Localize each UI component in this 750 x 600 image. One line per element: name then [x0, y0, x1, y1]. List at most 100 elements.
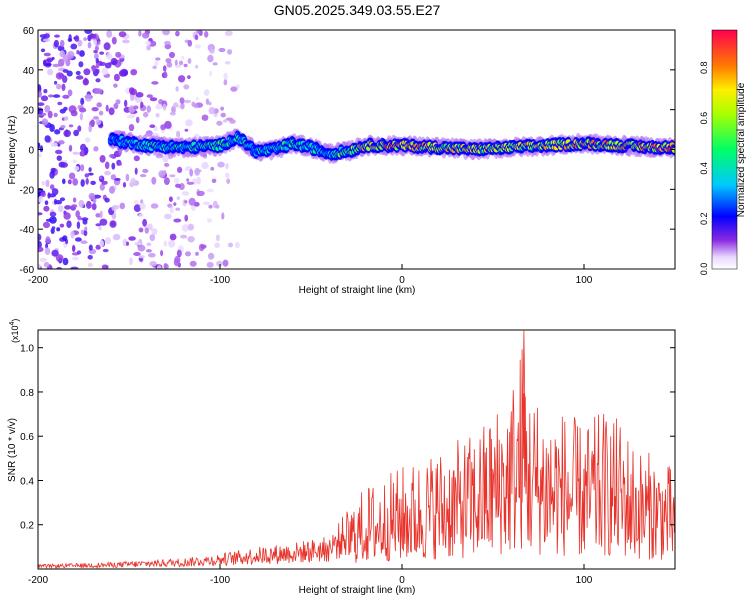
- heatmap-noise-cell: [140, 101, 144, 109]
- heatmap-noise-cell: [133, 252, 141, 256]
- heatmap-noise-cell: [113, 73, 120, 82]
- heatmap-noise-cell: [96, 102, 102, 108]
- heatmap-noise-cell: [42, 38, 51, 42]
- snr-x-tick-label: -100: [210, 575, 230, 586]
- heatmap-noise-cell: [215, 234, 220, 242]
- heatmap-noise-cell: [87, 254, 93, 260]
- heatmap-noise-cell: [55, 254, 64, 263]
- heatmap-noise-cell: [175, 207, 181, 211]
- heatmap-noise-cell: [208, 106, 216, 115]
- heatmap-noise-cell: [209, 70, 213, 77]
- heatmap-noise-cell: [146, 45, 152, 51]
- heatmap-noise-cell: [162, 65, 167, 72]
- heatmap-noise-cell: [72, 197, 77, 203]
- heatmap-noise-cell: [70, 204, 78, 208]
- heatmap-noise-cell: [80, 97, 85, 105]
- spectrogram-y-tick-label: 60: [23, 26, 35, 37]
- heatmap-noise-cell: [194, 44, 201, 49]
- heatmap-noise-cell: [194, 34, 199, 41]
- heatmap-noise-cell: [200, 244, 207, 249]
- heatmap-noise-cell: [43, 52, 51, 57]
- heatmap-noise-cell: [94, 53, 99, 60]
- heatmap-noise-cell: [151, 176, 157, 185]
- heatmap-noise-cell: [169, 206, 174, 214]
- heatmap-noise-cell: [77, 39, 83, 47]
- heatmap-noise-cell: [62, 257, 69, 266]
- heatmap-noise-cell: [146, 94, 153, 98]
- heatmap-noise-cell: [61, 75, 68, 83]
- snr-y-multiplier-exp: 4: [9, 321, 16, 325]
- heatmap-noise-cell: [227, 49, 233, 55]
- heatmap-noise-cell: [173, 102, 179, 108]
- spectrogram-y-tick-label: 0: [28, 146, 34, 157]
- heatmap-noise-cell: [72, 151, 80, 155]
- snr-x-label: Height of straight line (km): [299, 585, 416, 596]
- heatmap-noise-cell: [169, 51, 175, 59]
- heatmap-noise-cell: [181, 191, 190, 196]
- heatmap-noise-cell: [64, 205, 72, 210]
- heatmap-noise-cell: [80, 240, 88, 244]
- heatmap-noise-cell: [125, 173, 130, 182]
- spectrogram-y-ticks: -60 -40 -20 0 20 40 60: [20, 26, 675, 276]
- heatmap-noise-cell: [145, 40, 151, 46]
- heatmap-noise-cell: [206, 218, 213, 223]
- heatmap-noise-cell: [63, 116, 69, 121]
- heatmap-noise-cell: [68, 144, 73, 152]
- heatmap-noise-cell: [207, 54, 214, 63]
- heatmap-noise-cell: [214, 242, 221, 249]
- heatmap-noise-cell: [216, 260, 223, 267]
- heatmap-noise-cell: [40, 191, 46, 197]
- heatmap-noise-cell: [133, 155, 140, 162]
- heatmap-noise-cell: [221, 212, 225, 220]
- heatmap-noise-cell: [43, 261, 50, 268]
- heatmap-noise-cell: [80, 150, 85, 157]
- heatmap-noise-cell: [195, 64, 199, 69]
- heatmap-noise-cell: [88, 192, 96, 200]
- heatmap-noise-cell: [175, 64, 182, 68]
- heatmap-noise-cell: [40, 48, 46, 53]
- heatmap-noise-cell: [179, 97, 185, 104]
- heatmap-noise-cell: [104, 161, 110, 170]
- heatmap-noise-cell: [130, 95, 135, 102]
- heatmap-noise-cell: [104, 62, 112, 69]
- heatmap-noise-cell: [169, 174, 176, 178]
- heatmap-noise-cell: [113, 103, 119, 110]
- heatmap-noise-cell: [58, 58, 65, 67]
- heatmap-noise-cell: [55, 149, 63, 155]
- heatmap-noise-cell: [46, 58, 53, 63]
- heatmap-noise-cell: [164, 43, 172, 50]
- heatmap-noise-cell: [164, 213, 172, 220]
- heatmap-noise-cell: [187, 223, 194, 231]
- heatmap-noise-cell: [109, 186, 115, 194]
- heatmap-noise-cell: [108, 54, 113, 59]
- heatmap-noise-cell: [134, 241, 143, 246]
- heatmap-noise-cell: [82, 219, 88, 225]
- snr-x-tick-label: 0: [399, 575, 405, 586]
- heatmap-noise-cell: [42, 221, 51, 229]
- colorbar-tick-label: 0.8: [699, 61, 709, 74]
- heatmap-noise-cell: [184, 128, 189, 132]
- heatmap-noise-cell: [84, 30, 93, 34]
- heatmap-noise-cell: [56, 227, 61, 232]
- heatmap-noise-cell: [110, 221, 116, 227]
- snr-y-tick-label: 0.8: [20, 388, 34, 399]
- heatmap-noise-cell: [95, 223, 102, 227]
- heatmap-noise-cell: [138, 30, 142, 37]
- heatmap-noise-cell: [38, 102, 45, 107]
- heatmap-noise-cell: [44, 247, 51, 255]
- heatmap-noise-cell: [84, 173, 90, 178]
- heatmap-noise-cell: [91, 203, 97, 211]
- heatmap-noise-cell: [67, 38, 73, 42]
- heatmap-noise-cell: [63, 212, 71, 220]
- heatmap-noise-cell: [90, 180, 96, 185]
- heatmap-noise-cell: [173, 258, 180, 267]
- heatmap-noise-cell: [79, 112, 83, 121]
- heatmap-noise-cell: [124, 99, 128, 107]
- heatmap-noise-cell: [165, 58, 172, 63]
- heatmap-noise-cell: [223, 79, 228, 86]
- spectrogram-y-tick-label: 40: [23, 66, 35, 77]
- heatmap-noise-cell: [56, 155, 62, 161]
- heatmap-noise-cell: [229, 119, 236, 124]
- heatmap-noise-cell: [47, 110, 53, 119]
